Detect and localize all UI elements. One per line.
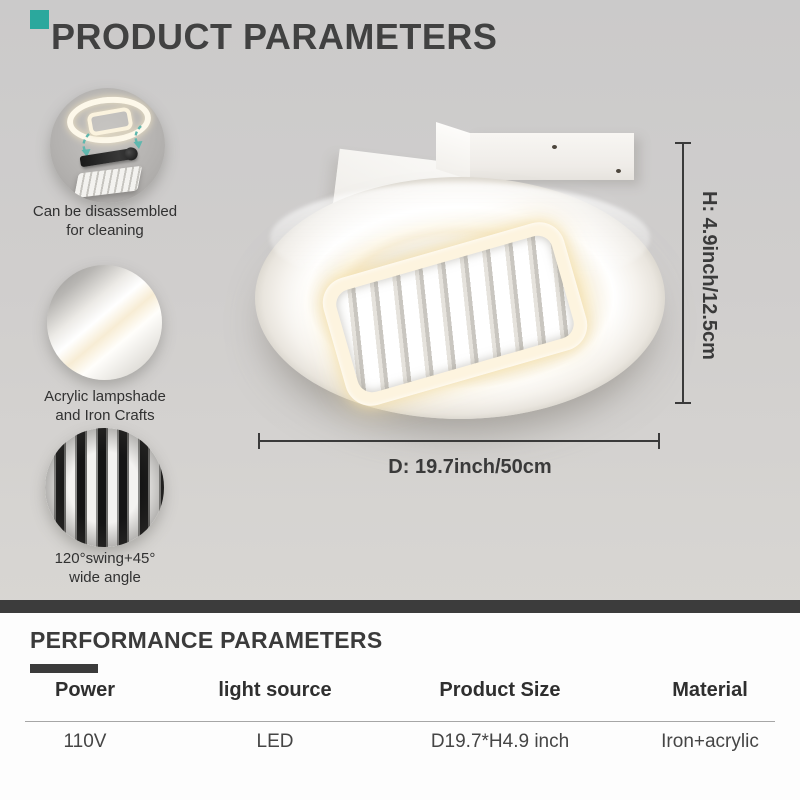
page-title: PRODUCT PARAMETERS [51, 16, 498, 57]
feature-photo-louvers [45, 428, 164, 547]
disassemble-arrow-icon [133, 125, 143, 149]
performance-title: PERFORMANCE PARAMETERS [30, 627, 383, 653]
spec-value-material: Iron+acrylic [661, 731, 759, 752]
title-accent-square [30, 10, 49, 29]
ceiling-junction-box [470, 133, 634, 180]
height-dimension-line [675, 142, 691, 404]
spec-header-power: Power [54, 679, 116, 701]
height-dimension-label: H: 4.9inch/12.5cm [698, 190, 720, 360]
screw-hole [616, 169, 621, 173]
diameter-dimension-line [258, 433, 660, 449]
spec-value-row: 110V LED D19.7*H4.9 inch Iron+acrylic [0, 731, 800, 753]
performance-title-underline [30, 664, 98, 673]
spec-value-light-source: LED [256, 731, 294, 752]
screw-hole [552, 145, 557, 149]
feature-caption-swing-angle: 120°swing+45° wide angle [54, 550, 156, 586]
performance-section: PERFORMANCE PARAMETERS Power light sourc… [0, 613, 800, 800]
spec-header-product-size: Product Size [439, 679, 561, 701]
spec-value-product-size: D19.7*H4.9 inch [430, 731, 570, 752]
spec-table: Power light source Product Size Material… [0, 679, 800, 753]
louver-shading [45, 428, 164, 547]
feature-photo-lampshade [47, 265, 162, 380]
spec-header-material: Material [672, 679, 748, 701]
section-divider-bar [0, 600, 800, 613]
spec-table-divider [25, 721, 775, 722]
feature-caption-disassembly: Can be disassembled for cleaning [32, 203, 178, 239]
spec-header-row: Power light source Product Size Material [0, 679, 800, 702]
grille-part-graphic [73, 165, 143, 199]
spec-value-power: 110V [63, 731, 107, 752]
feature-photo-disassembly [50, 88, 165, 203]
diameter-dimension-label: D: 19.7inch/50cm [388, 456, 552, 478]
disassemble-arrow-icon [81, 133, 91, 157]
spec-header-light-source: light source [218, 679, 332, 701]
feature-caption-lampshade: Acrylic lampshade and Iron Crafts [44, 388, 166, 424]
